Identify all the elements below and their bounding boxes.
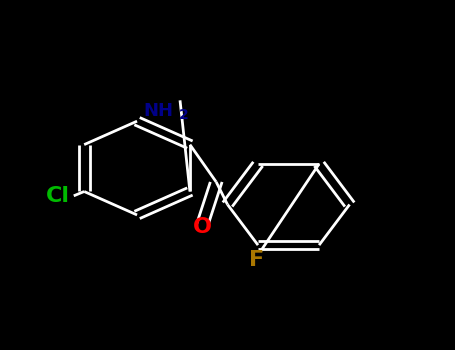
- Text: NH: NH: [143, 102, 173, 120]
- Text: 2: 2: [179, 108, 188, 122]
- Text: F: F: [249, 250, 264, 270]
- Text: Cl: Cl: [46, 186, 70, 206]
- Text: O: O: [193, 217, 212, 237]
